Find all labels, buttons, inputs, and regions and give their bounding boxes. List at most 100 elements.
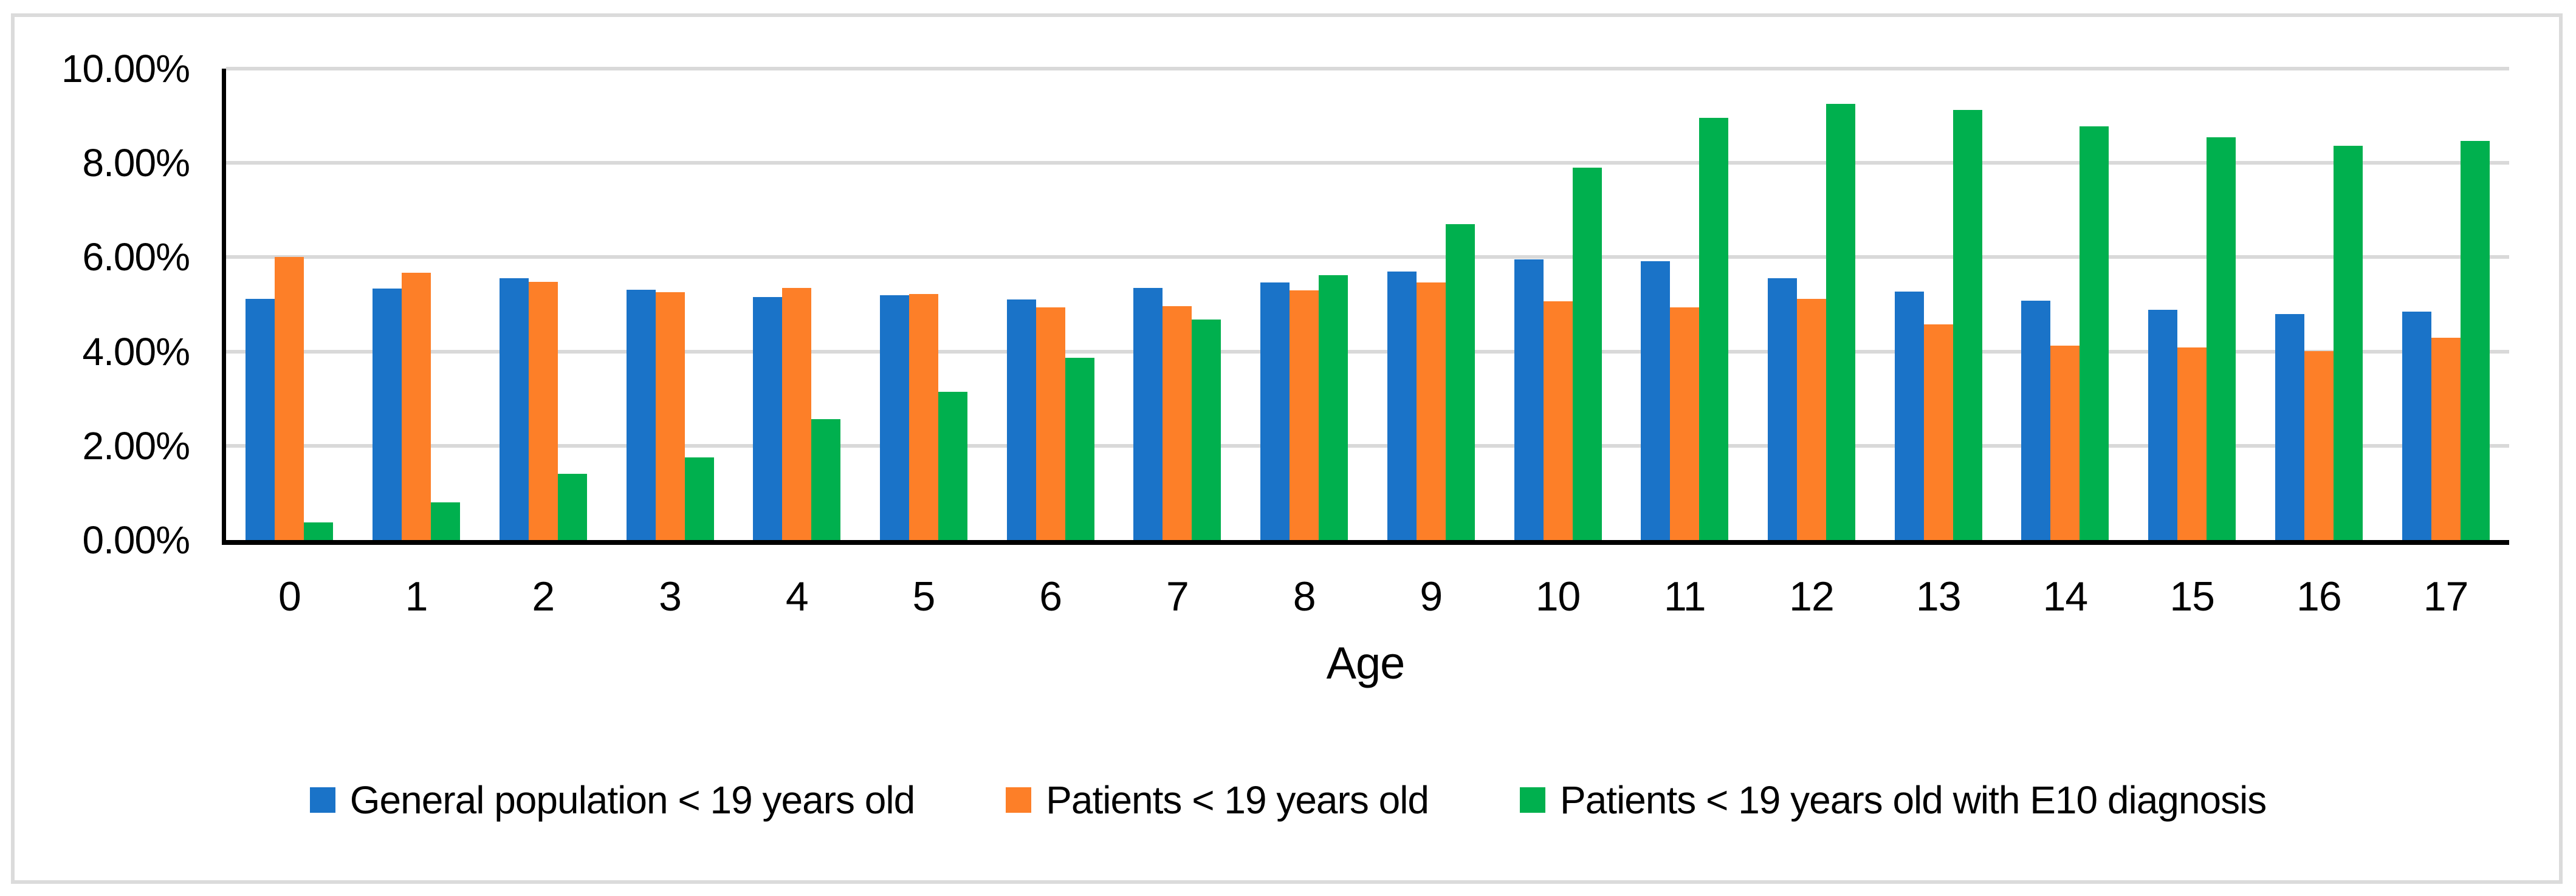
x-axis-title: Age: [1326, 638, 1406, 688]
bar-series-0-age-11: [1641, 261, 1671, 540]
bar-series-2-age-8: [1319, 275, 1348, 540]
y-tick-label: 6.00%: [82, 235, 190, 279]
legend-swatch-icon: [309, 787, 335, 813]
bar-series-1-age-15: [2177, 347, 2207, 540]
x-tick-label: 16: [2296, 573, 2342, 620]
legend-swatch-icon: [1006, 787, 1032, 813]
plot-area: [222, 67, 2509, 545]
bar-group-age-9: [1367, 69, 1494, 540]
legend-item-2: Patients < 19 years old with E10 diagnos…: [1520, 778, 2267, 822]
legend-swatch-icon: [1520, 787, 1545, 813]
bar-series-2-age-15: [2207, 137, 2236, 540]
bar-series-1-age-14: [2050, 346, 2080, 540]
bar-series-1-age-16: [2304, 351, 2334, 540]
bar-series-0-age-9: [1387, 271, 1417, 540]
gridline: [226, 443, 2509, 448]
bar-series-1-age-11: [1670, 307, 1700, 540]
x-tick-label: 15: [2169, 573, 2215, 620]
bar-series-0-age-7: [1133, 287, 1163, 540]
bar-group-age-14: [2002, 69, 2129, 540]
bar-group-age-11: [1621, 69, 1748, 540]
bar-group-age-10: [1494, 69, 1621, 540]
x-tick-label: 11: [1663, 573, 1706, 620]
legend-label: General population < 19 years old: [349, 778, 915, 822]
legend: General population < 19 years old Patient…: [0, 781, 2576, 819]
x-tick-label: 4: [785, 573, 809, 620]
bar-series-0-age-8: [1260, 282, 1290, 540]
bar-series-0-age-12: [1767, 278, 1797, 540]
gridline: [226, 67, 2509, 70]
gridline: [226, 255, 2509, 259]
legend-label: Patients < 19 years old with E10 diagnos…: [1560, 778, 2267, 822]
bar-series-2-age-3: [684, 457, 714, 540]
bar-series-1-age-7: [1163, 306, 1192, 540]
bar-group-age-7: [1114, 69, 1241, 540]
bar-series-2-age-5: [938, 391, 967, 540]
legend-label: Patients < 19 years old: [1046, 778, 1429, 822]
bar-series-0-age-13: [1894, 292, 1924, 540]
bar-series-0-age-17: [2402, 311, 2431, 540]
bar-series-1-age-0: [275, 256, 304, 540]
bar-group-age-6: [987, 69, 1114, 540]
bar-series-0-age-6: [1006, 299, 1036, 540]
bar-group-age-17: [2382, 69, 2509, 540]
bar-series-1-age-3: [655, 292, 685, 540]
bar-group-age-2: [479, 69, 606, 540]
bar-series-1-age-5: [908, 293, 938, 540]
bar-series-1-age-10: [1543, 301, 1573, 540]
bar-series-0-age-14: [2021, 300, 2051, 540]
bar-series-2-age-6: [1065, 357, 1094, 540]
bar-series-2-age-9: [1445, 224, 1475, 540]
bar-series-2-age-2: [557, 474, 587, 540]
x-tick-label: 9: [1420, 573, 1443, 620]
x-tick-label: 3: [659, 573, 682, 620]
figure-border: [11, 13, 2563, 884]
y-axis-labels: 0.00% 2.00% 4.00% 6.00% 8.00% 10.00%: [0, 49, 190, 559]
bar-series-2-age-7: [1192, 319, 1221, 540]
x-tick-label: 12: [1789, 573, 1835, 620]
y-tick-label: 4.00%: [82, 329, 190, 374]
bar-series-2-age-12: [1826, 104, 1855, 540]
bar-series-2-age-13: [1953, 110, 1982, 540]
bar-series-0-age-10: [1514, 259, 1544, 540]
bar-series-0-age-15: [2148, 310, 2178, 540]
y-tick-label: 2.00%: [82, 423, 190, 468]
bar-group-age-4: [733, 69, 860, 540]
x-tick-label: 6: [1039, 573, 1062, 620]
bar-series-1-age-8: [1290, 290, 1319, 540]
bar-series-0-age-5: [879, 295, 909, 540]
bar-series-1-age-9: [1416, 282, 1446, 540]
y-tick-label: 0.00%: [82, 518, 190, 562]
bar-series-0-age-4: [753, 297, 783, 540]
gridline: [226, 349, 2509, 354]
bar-series-2-age-1: [431, 502, 461, 540]
bar-series-1-age-6: [1036, 307, 1065, 540]
bar-series-0-age-2: [499, 278, 529, 540]
bar-series-0-age-1: [373, 289, 402, 540]
bar-series-0-age-3: [626, 289, 656, 540]
bar-group-age-0: [226, 69, 353, 540]
bar-series-1-age-4: [782, 287, 812, 540]
x-tick-label: 7: [1166, 573, 1189, 620]
bar-series-2-age-10: [1572, 167, 1602, 540]
legend-item-0: General population < 19 years old: [309, 778, 915, 822]
y-tick-label: 8.00%: [82, 141, 190, 185]
bar-series-1-age-17: [2431, 338, 2461, 540]
legend-item-1: Patients < 19 years old: [1006, 781, 1429, 819]
bar-series-1-age-1: [402, 273, 431, 540]
x-axis-labels: 0 1 2 3 4 5 6 7 8 9 10 11 12 13 14 15 16 17: [226, 576, 2509, 617]
bar-series-1-age-2: [528, 281, 558, 540]
bar-group-age-15: [2129, 69, 2256, 540]
bar-group-age-8: [1241, 69, 1368, 540]
x-tick-label: 2: [532, 573, 555, 620]
bar-series-1-age-12: [1796, 299, 1826, 540]
bar-series-2-age-14: [2080, 126, 2109, 540]
y-tick-label: 10.00%: [61, 47, 190, 91]
x-tick-label: 0: [278, 573, 301, 620]
bar-series-2-age-4: [811, 419, 841, 540]
bar-series-1-age-13: [1923, 324, 1953, 540]
bar-series-container: [226, 69, 2509, 540]
x-tick-label: 17: [2423, 573, 2469, 620]
bar-group-age-13: [1875, 69, 2002, 540]
